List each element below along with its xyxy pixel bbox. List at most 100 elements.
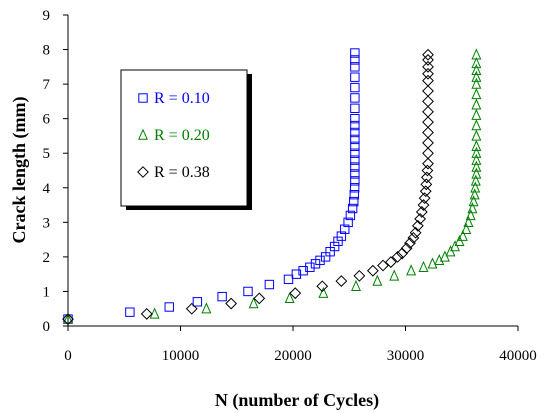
data-point bbox=[384, 256, 397, 268]
data-point bbox=[349, 183, 360, 193]
data-point bbox=[305, 262, 315, 272]
data-point bbox=[471, 70, 482, 82]
data-point bbox=[125, 307, 135, 317]
data-point bbox=[225, 297, 238, 310]
y-tick-label: 2 bbox=[43, 250, 51, 266]
data-point bbox=[422, 147, 434, 160]
data-point bbox=[347, 203, 358, 214]
y-tick-label: 7 bbox=[43, 77, 51, 93]
data-point bbox=[350, 155, 360, 165]
data-point bbox=[471, 98, 482, 110]
y-tick-label: 4 bbox=[43, 181, 51, 197]
data-point bbox=[420, 171, 433, 184]
data-point bbox=[471, 160, 482, 172]
data-point bbox=[201, 302, 212, 314]
data-point bbox=[350, 141, 360, 152]
x-tick-label: 20000 bbox=[274, 348, 312, 364]
data-point bbox=[422, 85, 434, 97]
y-axis-title: Crack length (mm) bbox=[9, 97, 30, 244]
data-point bbox=[350, 113, 360, 124]
data-point bbox=[471, 56, 482, 69]
data-point bbox=[471, 88, 482, 100]
data-point bbox=[422, 48, 434, 61]
data-point bbox=[470, 174, 481, 186]
data-point bbox=[427, 257, 438, 269]
data-point bbox=[333, 236, 343, 247]
data-point bbox=[422, 157, 434, 170]
data-point bbox=[316, 280, 329, 293]
data-point bbox=[350, 148, 360, 158]
data-point bbox=[63, 312, 73, 324]
data-point bbox=[418, 192, 431, 205]
data-point bbox=[253, 292, 266, 305]
data-point bbox=[420, 178, 433, 191]
data-point bbox=[350, 176, 360, 186]
data-point bbox=[471, 119, 482, 131]
data-points bbox=[62, 48, 482, 325]
data-point bbox=[471, 139, 482, 152]
series-0 bbox=[63, 48, 360, 324]
data-point bbox=[463, 215, 474, 228]
data-point bbox=[422, 116, 434, 129]
data-point bbox=[422, 126, 434, 139]
data-point bbox=[298, 266, 308, 276]
data-point bbox=[283, 274, 294, 285]
x-tick-label: 0 bbox=[64, 348, 72, 364]
data-point bbox=[422, 60, 434, 73]
y-tick-label: 8 bbox=[43, 43, 51, 59]
data-point bbox=[457, 229, 468, 241]
data-point bbox=[422, 95, 434, 108]
data-point bbox=[185, 302, 198, 315]
data-point bbox=[409, 226, 422, 239]
legend-box bbox=[120, 69, 248, 207]
data-point bbox=[468, 195, 479, 207]
data-point bbox=[400, 242, 413, 255]
legend-marker bbox=[138, 128, 148, 140]
data-point bbox=[336, 231, 347, 241]
series-1 bbox=[63, 48, 482, 324]
axes bbox=[67, 15, 518, 327]
data-point bbox=[470, 181, 481, 193]
data-point bbox=[350, 48, 360, 58]
data-point bbox=[467, 202, 478, 214]
y-tick-label: 6 bbox=[43, 112, 51, 128]
data-point bbox=[350, 72, 360, 82]
data-point bbox=[343, 217, 353, 228]
data-point bbox=[471, 63, 482, 75]
data-point bbox=[349, 196, 359, 207]
axis-ticks: 0 1 2 3 4 5 6 7 8 9 0 10000 20000 30000 40000 bbox=[43, 8, 537, 364]
data-point bbox=[422, 105, 434, 118]
x-axis-title: N (number of Cycles) bbox=[215, 390, 379, 411]
legend: R = 0.10 R = 0.20 R = 0.38 bbox=[120, 69, 252, 210]
data-point bbox=[62, 313, 74, 325]
data-point bbox=[469, 188, 480, 200]
x-tick-label: 30000 bbox=[387, 348, 425, 364]
data-point bbox=[421, 164, 434, 177]
data-point bbox=[471, 146, 482, 158]
data-point bbox=[414, 212, 427, 225]
data-point bbox=[404, 237, 416, 249]
data-point bbox=[422, 74, 434, 87]
data-point bbox=[329, 241, 340, 252]
data-point bbox=[471, 129, 482, 141]
data-point bbox=[366, 264, 379, 277]
legend-entry: R = 0.10 bbox=[154, 90, 210, 107]
data-point bbox=[461, 222, 472, 234]
data-point bbox=[243, 286, 253, 297]
y-tick-label: 0 bbox=[43, 319, 51, 335]
data-point bbox=[377, 259, 389, 272]
legend-marker bbox=[138, 93, 148, 103]
data-point bbox=[217, 291, 227, 302]
data-point bbox=[415, 206, 428, 218]
data-point bbox=[345, 210, 356, 221]
data-point bbox=[248, 297, 259, 309]
data-point bbox=[471, 153, 482, 165]
x-tick-label: 40000 bbox=[499, 348, 537, 364]
y-tick-label: 5 bbox=[43, 146, 51, 162]
y-tick-label: 1 bbox=[43, 284, 51, 300]
data-point bbox=[349, 189, 360, 200]
data-point bbox=[418, 260, 429, 272]
data-point bbox=[350, 127, 360, 138]
data-point bbox=[140, 307, 153, 320]
